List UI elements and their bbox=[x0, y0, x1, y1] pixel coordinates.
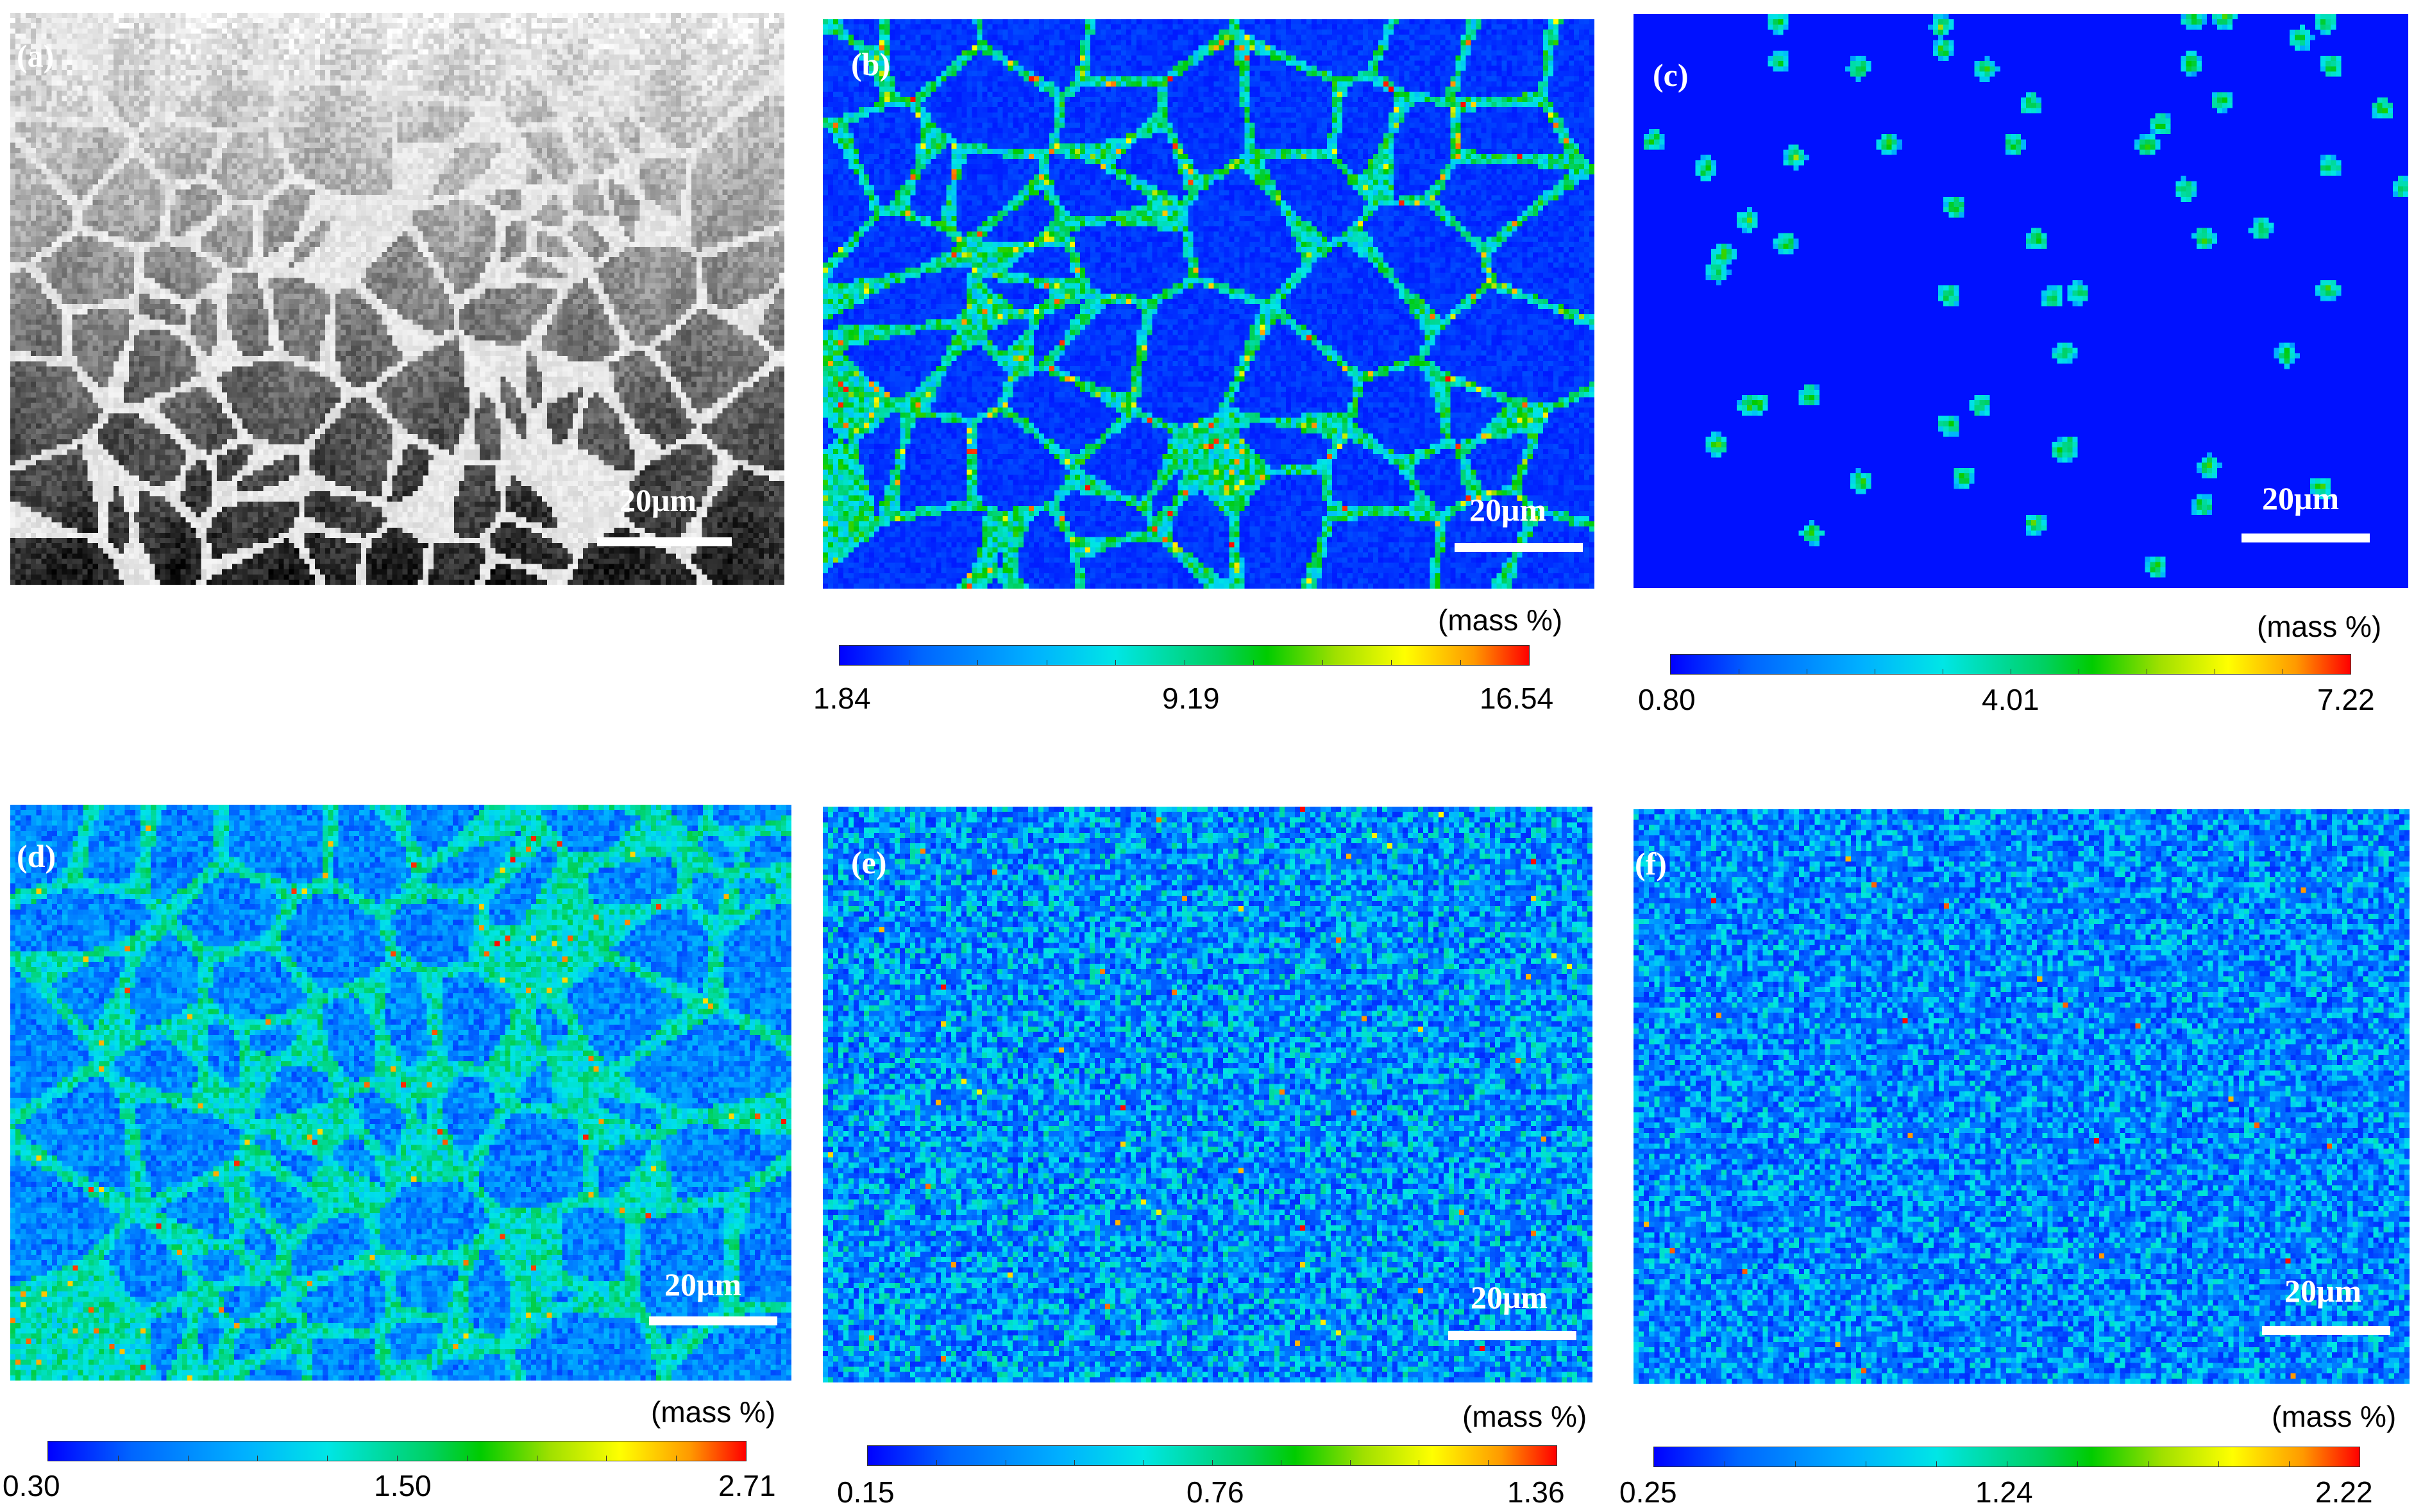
panel-f-colorbar-unit: (mass %) bbox=[2272, 1400, 2397, 1433]
panel-f-colorbar-min: 0.25 bbox=[1619, 1475, 1677, 1509]
panel-d-scale-label: 20μm bbox=[664, 1266, 741, 1302]
panel-e-colorbar-mid: 0.76 bbox=[1186, 1475, 1244, 1509]
panel-b-scale-bar bbox=[1455, 543, 1583, 552]
panel-d-colorbar-min: 0.30 bbox=[3, 1469, 60, 1502]
panel-e-colorbar-min: 0.15 bbox=[837, 1475, 895, 1509]
panel-d-colorbar-mid: 1.50 bbox=[374, 1469, 432, 1502]
panel-c-colorbar-max: 7.22 bbox=[2317, 683, 2375, 716]
panel-f-map: (f) 20μm bbox=[1634, 809, 2410, 1384]
panel-d-colorbar bbox=[47, 1441, 747, 1461]
panel-a-scale-bar bbox=[597, 537, 732, 546]
panel-c-colorbar-unit: (mass %) bbox=[2257, 610, 2382, 643]
panel-f-label: (f) bbox=[1635, 846, 1667, 882]
panel-c-colorbar bbox=[1670, 654, 2351, 675]
panel-d-colorbar-max: 2.71 bbox=[718, 1469, 776, 1502]
panel-c-map: (c) 20μm bbox=[1634, 14, 2408, 588]
panel-d-colorbar-unit: (mass %) bbox=[651, 1395, 776, 1429]
panel-f-scale-label: 20μm bbox=[2284, 1273, 2361, 1309]
panel-f-colorbar-max: 2.22 bbox=[2315, 1475, 2373, 1509]
panel-b-colorbar-min: 1.84 bbox=[813, 682, 871, 715]
panel-e-colorbar-max: 1.36 bbox=[1507, 1475, 1565, 1509]
panel-d-map: (d) 20μm bbox=[10, 805, 791, 1381]
panel-f-colorbar bbox=[1653, 1447, 2360, 1467]
panel-a-scale-label: 20μm bbox=[620, 482, 697, 518]
panel-e-map: (e) 20μm bbox=[823, 807, 1592, 1382]
panel-e-label: (e) bbox=[851, 844, 887, 880]
panel-b-colorbar-mid: 9.19 bbox=[1162, 682, 1220, 715]
panel-c-colorbar-min: 0.80 bbox=[1638, 683, 1696, 716]
panel-b-scale-label: 20μm bbox=[1469, 492, 1546, 528]
panel-c-scale-label: 20μm bbox=[2262, 480, 2339, 516]
panel-b-label: (b) bbox=[851, 46, 891, 82]
panel-a-label: (a) bbox=[17, 38, 55, 74]
panel-c-scale-bar bbox=[2241, 533, 2370, 542]
panel-c-colorbar-mid: 4.01 bbox=[1982, 683, 2039, 716]
panel-b-colorbar bbox=[839, 645, 1530, 666]
panel-c-label: (c) bbox=[1653, 57, 1689, 93]
panel-b-map: (b) 20μm bbox=[823, 19, 1594, 589]
panel-a-map: (a) 20μm bbox=[10, 13, 784, 585]
panel-e-colorbar bbox=[867, 1445, 1557, 1466]
panel-e-colorbar-unit: (mass %) bbox=[1462, 1400, 1587, 1433]
panel-d-label: (d) bbox=[17, 838, 56, 874]
panel-e-scale-bar bbox=[1448, 1331, 1576, 1340]
panel-e-scale-label: 20μm bbox=[1471, 1279, 1548, 1315]
panel-b-colorbar-unit: (mass %) bbox=[1438, 603, 1563, 637]
panel-d-scale-bar bbox=[649, 1316, 777, 1325]
panel-b-colorbar-max: 16.54 bbox=[1480, 682, 1554, 715]
panel-f-scale-bar bbox=[2262, 1326, 2390, 1335]
panel-f-colorbar-mid: 1.24 bbox=[1975, 1475, 2033, 1509]
